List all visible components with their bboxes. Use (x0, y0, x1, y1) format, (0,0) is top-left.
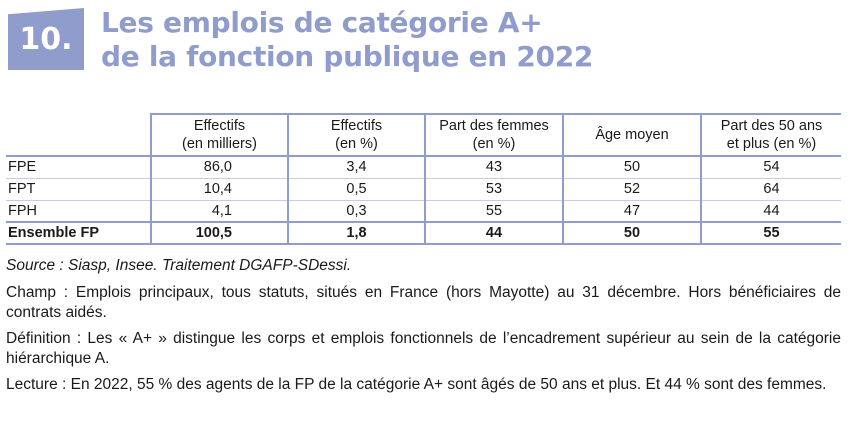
table-cell: 52 (562, 178, 701, 201)
table-cell: 43 (424, 156, 563, 179)
table-cell: 0,5 (287, 178, 425, 201)
table-cell: 3,4 (287, 156, 425, 179)
table-cell: 0,3 (287, 200, 425, 223)
table-row: FPT 10,4 0,5 53 52 64 (6, 178, 841, 201)
table-cell: 86,0 (150, 156, 288, 179)
column-header: Part des femmes (en %) (424, 113, 563, 157)
row-label: FPT (6, 178, 151, 201)
row-label: Ensemble FP (6, 221, 151, 245)
table-cell: 47 (562, 200, 701, 223)
table-cell: 50 (562, 221, 701, 245)
table-cell: 54 (700, 156, 841, 179)
table-row: FPH 4,1 0,3 55 47 44 (6, 200, 841, 223)
column-header: Âge moyen (562, 113, 701, 157)
table-cell: 10,4 (150, 178, 288, 201)
row-label: FPH (6, 200, 151, 223)
table-cell: 64 (700, 178, 841, 201)
table-cell: 100,5 (150, 221, 288, 245)
notes: Source : Siasp, Insee. Traitement DGAFP-… (6, 256, 841, 401)
table-cell: 44 (424, 221, 563, 245)
header-blank-cell (6, 114, 151, 157)
table-cell: 1,8 (287, 221, 425, 245)
table-cell: 4,1 (150, 200, 288, 223)
table-header-row: Effectifs (en milliers) Effectifs (en %) P… (6, 113, 841, 157)
champ-note: Champ : Emplois principaux, tous statuts… (6, 284, 841, 321)
definition-note: Définition : Les « A+ » distingue les co… (6, 330, 841, 367)
table-cell: 44 (700, 200, 841, 223)
table-total-row: Ensemble FP 100,5 1,8 44 50 55 (6, 221, 841, 245)
figure-title: Les emplois de catégorie A+ de la foncti… (101, 6, 593, 74)
table-cell: 50 (562, 156, 701, 179)
row-label: FPE (6, 156, 151, 179)
figure-number-badge: 10. (8, 8, 84, 70)
column-header: Effectifs (en milliers) (150, 113, 288, 157)
column-header: Effectifs (en %) (287, 113, 425, 157)
table-cell: 53 (424, 178, 563, 201)
data-table: Effectifs (en milliers) Effectifs (en %) P… (6, 113, 841, 245)
source-note: Source : Siasp, Insee. Traitement DGAFP-… (6, 257, 352, 274)
title-line-2: de la fonction publique en 2022 (101, 40, 594, 73)
lecture-note: Lecture : En 2022, 55 % des agents de la… (6, 376, 827, 393)
column-header: Part des 50 ans et plus (en %) (700, 113, 841, 157)
table-row: FPE 86,0 3,4 43 50 54 (6, 156, 841, 179)
table-cell: 55 (424, 200, 563, 223)
figure-number: 10. (19, 21, 73, 57)
table-cell: 55 (700, 221, 841, 245)
title-line-1: Les emplois de catégorie A+ (101, 6, 543, 39)
